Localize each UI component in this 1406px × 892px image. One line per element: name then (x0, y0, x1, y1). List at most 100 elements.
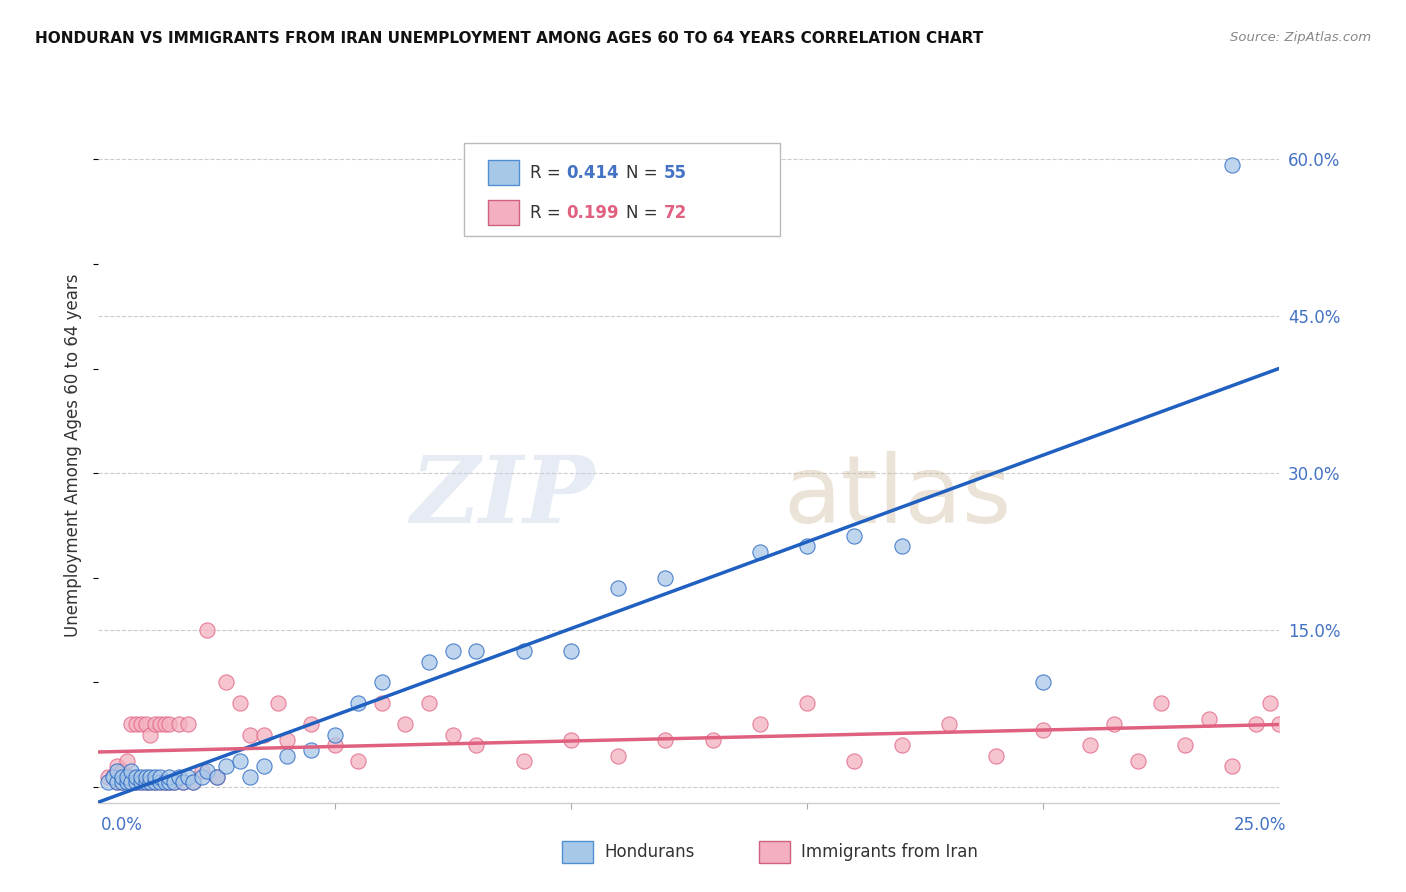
Point (1198, 712, 1220, 726)
Point (149, 775, 172, 789)
Point (1126, 754, 1149, 768)
Text: 0.199: 0.199 (567, 204, 619, 222)
Point (654, 733, 676, 747)
Point (748, 717, 770, 731)
Point (253, 728, 276, 742)
Point (299, 743, 322, 757)
Text: ZIP: ZIP (411, 451, 595, 541)
Point (299, 717, 322, 731)
Point (129, 717, 152, 731)
Point (1174, 738, 1197, 752)
Point (512, 644, 534, 658)
Point (115, 754, 138, 768)
Text: atlas: atlas (783, 450, 1012, 542)
Point (984, 748, 1007, 763)
Point (139, 728, 162, 742)
Point (205, 770, 228, 784)
Point (796, 540, 818, 554)
Point (465, 644, 488, 658)
Point (105, 764, 128, 779)
Point (347, 754, 370, 768)
Point (276, 748, 298, 763)
Point (215, 759, 238, 773)
Point (512, 754, 534, 768)
Point (1220, 759, 1243, 773)
Point (938, 717, 960, 731)
Text: 72: 72 (664, 204, 688, 222)
Point (139, 770, 162, 784)
Text: N =: N = (626, 204, 662, 222)
Point (121, 775, 143, 789)
Point (1258, 697, 1281, 711)
Point (129, 775, 152, 789)
Point (115, 770, 138, 784)
Point (97, 775, 120, 789)
Point (191, 770, 214, 784)
Point (1032, 723, 1054, 737)
Point (371, 675, 394, 690)
Point (702, 733, 724, 747)
Point (143, 775, 166, 789)
Point (121, 717, 143, 731)
Text: R =: R = (530, 163, 567, 182)
Point (153, 775, 176, 789)
Point (149, 717, 172, 731)
Point (418, 697, 440, 711)
Point (135, 775, 157, 789)
Point (347, 697, 370, 711)
Point (1150, 697, 1173, 711)
Point (418, 655, 440, 669)
Point (135, 770, 157, 784)
Point (101, 770, 124, 784)
Point (143, 770, 166, 784)
Point (167, 770, 190, 784)
Point (157, 770, 180, 784)
Point (139, 775, 162, 789)
Point (129, 770, 152, 784)
Point (172, 775, 194, 789)
Point (121, 775, 143, 789)
Text: Immigrants from Iran: Immigrants from Iran (801, 843, 979, 861)
Point (125, 717, 148, 731)
Point (1278, 697, 1301, 711)
Point (129, 775, 152, 789)
Point (465, 738, 488, 752)
Point (1244, 717, 1267, 731)
Point (239, 728, 262, 742)
Point (195, 623, 218, 637)
Point (105, 775, 128, 789)
Point (143, 717, 166, 731)
Point (1080, 738, 1102, 752)
Point (844, 529, 866, 543)
Point (1268, 717, 1291, 731)
Text: Hondurans: Hondurans (605, 843, 695, 861)
Point (111, 775, 134, 789)
Point (97, 770, 120, 784)
Point (371, 697, 394, 711)
Point (215, 675, 238, 690)
Point (191, 764, 214, 779)
Text: 0.414: 0.414 (567, 163, 619, 182)
Point (748, 544, 770, 558)
Point (121, 764, 143, 779)
Point (143, 775, 166, 789)
Point (654, 571, 676, 585)
Point (890, 540, 912, 554)
Point (135, 775, 157, 789)
Point (115, 770, 138, 784)
Point (796, 697, 818, 711)
Text: 55: 55 (664, 163, 686, 182)
Point (101, 770, 124, 784)
Point (149, 770, 172, 784)
Point (105, 775, 128, 789)
Point (172, 775, 194, 789)
Point (607, 748, 630, 763)
Point (394, 717, 416, 731)
Point (844, 754, 866, 768)
Text: N =: N = (626, 163, 662, 182)
Point (163, 775, 186, 789)
Point (125, 775, 148, 789)
Point (125, 770, 148, 784)
Point (560, 733, 582, 747)
Text: R =: R = (530, 204, 567, 222)
